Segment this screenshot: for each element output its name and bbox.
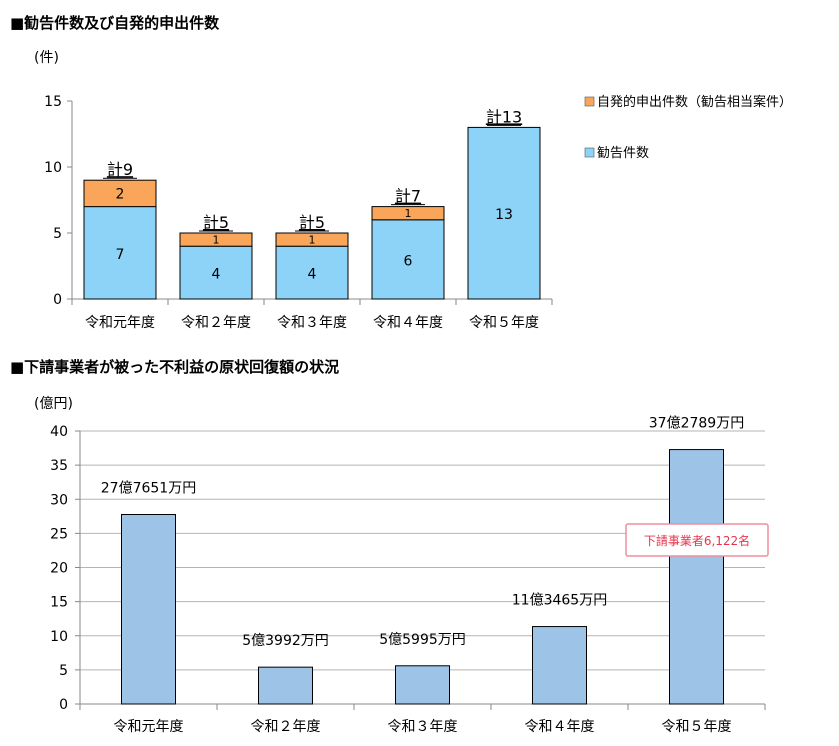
chart1-category-label: 令和２年度 bbox=[181, 315, 251, 331]
chart1-labels: 72計9令和元年度41計5令和２年度41計5令和３年度61計7令和４年度13計1… bbox=[85, 107, 539, 331]
chart2-title: ■下請事業者が被った不利益の原状回復額の状況 bbox=[10, 358, 339, 376]
legend-item-recommendation: 勧告件数 bbox=[584, 145, 649, 161]
chart1-data-label-recommendation: 6 bbox=[404, 253, 413, 269]
chart1-legend: 自発的申出件数（勧告相当案件） 勧告件数 bbox=[584, 94, 792, 161]
chart1-category-label: 令和４年度 bbox=[373, 315, 443, 331]
chart1-data-label-recommendation: 4 bbox=[308, 267, 317, 283]
chart2-bar bbox=[121, 514, 176, 705]
annotation-box bbox=[625, 523, 769, 557]
chart2-y-tick-label: 40 bbox=[50, 424, 68, 440]
chart2-y-tick-label: 10 bbox=[50, 629, 68, 645]
chart1-data-label-self-report: 1 bbox=[213, 234, 220, 247]
legend-label-self-report: 自発的申出件数（勧告相当案件） bbox=[597, 94, 792, 110]
chart1-data-label-self-report: 1 bbox=[309, 234, 316, 247]
chart2-y-tick-label: 20 bbox=[50, 561, 68, 577]
chart2-y-tick-label: 5 bbox=[59, 663, 68, 679]
chart1-bar-recommendation bbox=[467, 126, 541, 300]
chart1-bar-recommendation bbox=[371, 219, 445, 300]
chart1-y-tick-label: 0 bbox=[53, 292, 62, 308]
chart1-bar-recommendation bbox=[275, 245, 349, 300]
chart1-data-label-recommendation: 13 bbox=[495, 207, 513, 223]
chart1-title: ■勧告件数及び自発的申出件数 bbox=[10, 14, 220, 32]
chart1-bar-recommendation bbox=[83, 206, 157, 300]
chart2-bar bbox=[258, 666, 313, 705]
chart2-bar bbox=[532, 626, 587, 705]
chart1-bar-self-report bbox=[179, 232, 253, 247]
chart1-total-label: 計5 bbox=[203, 213, 229, 232]
chart2-bar bbox=[669, 449, 724, 705]
chart2-data-label: 37億2789万円 bbox=[649, 416, 744, 432]
chart2-data-label: 5億5995万円 bbox=[379, 632, 466, 648]
chart1-bar-self-report bbox=[371, 206, 445, 221]
chart1-data-label-recommendation: 4 bbox=[212, 267, 221, 283]
chart2-y-unit: (億円) bbox=[34, 396, 73, 412]
chart1-data-label-recommendation: 7 bbox=[116, 247, 125, 263]
chart2-data-label: 5億3992万円 bbox=[242, 633, 329, 649]
chart2-annotation: 下請事業者6,122名 bbox=[625, 523, 769, 557]
chart1-y-tick-label: 15 bbox=[44, 94, 62, 110]
chart1-y-tick-label: 5 bbox=[53, 226, 62, 242]
chart2-y-tick-label: 35 bbox=[50, 458, 68, 474]
chart1-bar-recommendation bbox=[179, 245, 253, 300]
chart1-category-label: 令和５年度 bbox=[469, 315, 539, 331]
legend-swatch-recommendation bbox=[584, 147, 595, 158]
chart1-category-label: 令和元年度 bbox=[85, 315, 155, 331]
chart1-bars bbox=[83, 126, 541, 300]
chart1-bar-self-report bbox=[275, 232, 349, 247]
chart2-y-tick-label: 15 bbox=[50, 595, 68, 611]
chart2-data-label: 11億3465万円 bbox=[512, 593, 607, 609]
chart2-category-label: 令和元年度 bbox=[114, 719, 184, 735]
chart2-bars bbox=[121, 449, 724, 705]
chart2-data-label: 27億7651万円 bbox=[101, 481, 196, 497]
chart2-y-tick-label: 25 bbox=[50, 526, 68, 542]
chart2-y-tick-label: 0 bbox=[59, 697, 68, 713]
chart2-category-label: 令和４年度 bbox=[525, 719, 595, 735]
chart1-bar-self-report bbox=[83, 179, 157, 208]
chart2-axes: 0 5 10 15 20 25 30 35 40 bbox=[50, 424, 766, 713]
chart1-category-label: 令和３年度 bbox=[277, 315, 347, 331]
chart1-y-tick-label: 10 bbox=[44, 160, 62, 176]
chart2-y-tick-label: 30 bbox=[50, 492, 68, 508]
chart1-total-label: 計7 bbox=[395, 187, 421, 206]
chart1-total-label: 計9 bbox=[107, 160, 133, 179]
legend-item-self-report: 自発的申出件数（勧告相当案件） bbox=[584, 94, 792, 110]
chart1-data-label-self-report: 1 bbox=[405, 207, 412, 220]
chart1-y-unit: (件) bbox=[34, 50, 59, 66]
chart2-bar bbox=[395, 665, 450, 705]
chart1-data-label-self-report: 2 bbox=[116, 186, 125, 202]
chart2-category-label: 令和３年度 bbox=[388, 719, 458, 735]
chart2-category-label: 令和２年度 bbox=[251, 719, 321, 735]
chart1-total-label: 計5 bbox=[299, 213, 325, 232]
chart2-category-label: 令和５年度 bbox=[662, 719, 732, 735]
legend-label-recommendation: 勧告件数 bbox=[597, 145, 649, 161]
chart1-total-label: 計13 bbox=[486, 107, 522, 126]
annotation-text: 下請事業者6,122名 bbox=[644, 533, 750, 548]
legend-swatch-self-report bbox=[584, 96, 595, 107]
